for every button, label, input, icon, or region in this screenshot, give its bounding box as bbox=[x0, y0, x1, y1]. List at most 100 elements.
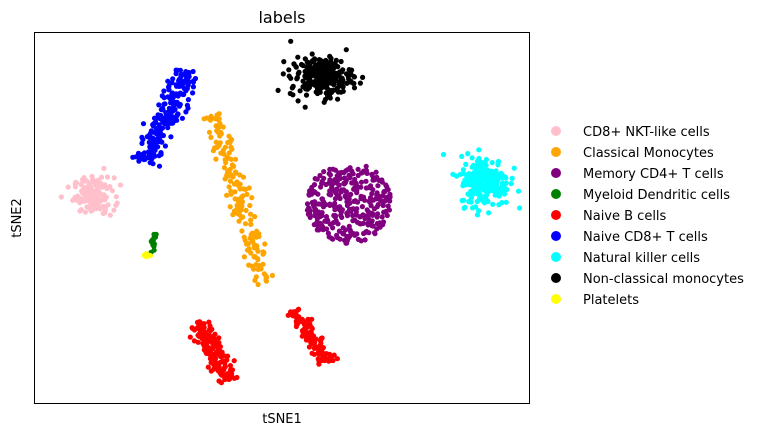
data-point bbox=[174, 83, 180, 89]
data-point bbox=[322, 218, 328, 224]
legend-label: Naive CD8+ T cells bbox=[583, 230, 708, 245]
data-point bbox=[111, 207, 117, 213]
legend-item: Classical Monocytes bbox=[551, 146, 714, 161]
data-point bbox=[330, 225, 336, 231]
data-point bbox=[185, 82, 191, 88]
data-point bbox=[340, 67, 346, 73]
data-point bbox=[201, 347, 207, 353]
data-point bbox=[348, 191, 354, 197]
legend-marker bbox=[551, 168, 561, 178]
data-point bbox=[338, 78, 344, 84]
data-point bbox=[331, 352, 337, 358]
data-point bbox=[78, 182, 84, 188]
data-point bbox=[385, 203, 391, 209]
data-point bbox=[109, 188, 115, 194]
series-naive-b-cells bbox=[285, 306, 340, 367]
data-point bbox=[286, 73, 292, 79]
data-point bbox=[387, 194, 393, 200]
data-point bbox=[297, 88, 303, 94]
data-point bbox=[340, 88, 346, 94]
data-point bbox=[182, 72, 188, 78]
data-point bbox=[248, 221, 254, 227]
data-point bbox=[461, 197, 467, 203]
data-point bbox=[342, 180, 348, 186]
data-point bbox=[380, 193, 386, 199]
data-point bbox=[335, 96, 341, 102]
data-point bbox=[387, 198, 393, 204]
data-point bbox=[111, 175, 117, 181]
data-point bbox=[227, 178, 233, 184]
data-point bbox=[327, 95, 333, 101]
data-point bbox=[90, 176, 96, 182]
data-point bbox=[321, 99, 327, 105]
data-point bbox=[476, 147, 482, 153]
data-point bbox=[349, 206, 355, 212]
data-point bbox=[350, 212, 356, 219]
data-point bbox=[493, 168, 499, 174]
legend-item: Naive CD8+ T cells bbox=[551, 230, 708, 245]
data-point bbox=[156, 102, 162, 108]
data-point bbox=[370, 211, 376, 217]
data-point bbox=[286, 67, 292, 73]
data-point bbox=[221, 165, 227, 171]
data-point bbox=[466, 199, 472, 205]
data-point bbox=[486, 210, 492, 216]
data-point bbox=[338, 209, 344, 215]
data-point bbox=[105, 185, 111, 191]
data-point bbox=[308, 191, 315, 197]
data-point bbox=[317, 343, 323, 349]
data-point bbox=[375, 194, 381, 200]
data-point bbox=[207, 323, 213, 329]
data-point bbox=[226, 150, 232, 156]
data-point bbox=[362, 237, 368, 243]
data-point bbox=[252, 214, 258, 220]
data-point bbox=[371, 206, 377, 212]
data-point bbox=[288, 38, 294, 44]
data-point bbox=[332, 77, 338, 83]
data-point bbox=[305, 316, 311, 322]
data-point bbox=[493, 181, 499, 187]
data-point bbox=[307, 207, 313, 213]
data-point bbox=[381, 209, 387, 215]
data-point bbox=[84, 204, 90, 210]
data-point bbox=[255, 248, 261, 254]
data-point bbox=[247, 211, 254, 217]
data-point bbox=[158, 151, 164, 157]
data-point bbox=[228, 156, 234, 162]
data-point bbox=[213, 156, 219, 162]
data-point bbox=[290, 83, 296, 89]
data-point bbox=[242, 237, 248, 243]
data-point bbox=[222, 374, 228, 381]
data-point bbox=[306, 344, 312, 350]
data-point bbox=[213, 341, 219, 347]
data-point bbox=[82, 209, 88, 215]
data-point bbox=[151, 247, 157, 253]
data-point bbox=[249, 195, 255, 201]
data-point bbox=[327, 201, 333, 207]
data-point bbox=[312, 190, 319, 196]
data-point bbox=[381, 189, 387, 195]
data-point bbox=[185, 97, 191, 103]
data-point bbox=[237, 172, 243, 178]
legend-marker bbox=[551, 252, 561, 262]
data-point bbox=[58, 194, 64, 200]
data-point bbox=[384, 212, 390, 219]
data-point bbox=[208, 113, 214, 119]
data-point bbox=[370, 177, 376, 183]
data-point bbox=[87, 193, 93, 199]
data-point bbox=[114, 200, 120, 206]
data-point bbox=[493, 176, 499, 182]
data-point bbox=[302, 56, 308, 62]
data-point bbox=[156, 163, 163, 169]
data-point bbox=[162, 143, 168, 149]
data-point bbox=[333, 57, 339, 64]
data-point bbox=[308, 72, 314, 78]
legend-label: Naive B cells bbox=[583, 209, 667, 224]
data-point bbox=[355, 236, 361, 242]
data-point bbox=[495, 158, 502, 165]
data-point bbox=[338, 169, 345, 176]
data-point bbox=[152, 147, 158, 153]
data-point bbox=[159, 139, 165, 145]
data-point bbox=[344, 167, 351, 173]
series-naive-cd8-t-cells bbox=[130, 67, 199, 169]
